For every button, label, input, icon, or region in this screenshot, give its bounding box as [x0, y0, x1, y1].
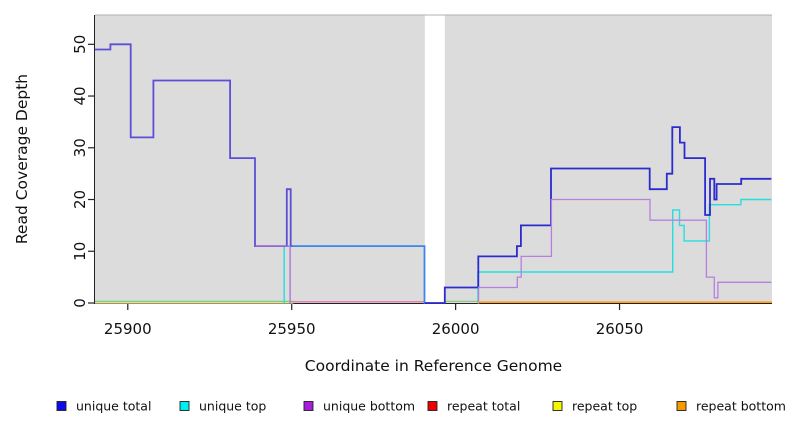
- legend-swatch-repeat-bottom: [676, 401, 687, 411]
- legend-label: unique total: [76, 399, 151, 414]
- y-tick-label: 50: [71, 35, 89, 54]
- y-tick-label: 40: [71, 86, 89, 105]
- legend-swatch-unique-top: [179, 401, 190, 411]
- unique-total-left: [95, 43, 293, 247]
- x-tick-label: 26000: [432, 320, 480, 338]
- legend-swatch-repeat-top: [552, 401, 563, 411]
- unique-top-right: [477, 198, 772, 304]
- unique-total-mid: [292, 245, 426, 304]
- coverage-gap-band: [424, 15, 445, 303]
- legend-swatch-unique-total: [56, 401, 67, 411]
- y-tick-label: 20: [71, 190, 89, 209]
- unique-bottom-left: [255, 245, 291, 304]
- unique-bottom-right: [477, 198, 772, 304]
- y-tick-label: 10: [71, 242, 89, 261]
- y-tick-label: 30: [71, 138, 89, 157]
- legend-label: repeat total: [447, 399, 520, 414]
- legend-label: unique top: [199, 399, 266, 414]
- legend-swatch-unique-bottom: [303, 401, 314, 411]
- legend-label: repeat bottom: [696, 399, 786, 414]
- x-tick-label: 26050: [596, 320, 644, 338]
- x-tick-label: 25900: [104, 320, 152, 338]
- x-axis-title: Coordinate in Reference Genome: [305, 357, 562, 375]
- y-axis-title: Read Coverage Depth: [13, 74, 31, 244]
- legend-label: unique bottom: [323, 399, 415, 414]
- y-tick-label: 0: [71, 298, 89, 308]
- legend-label: repeat top: [572, 399, 637, 414]
- x-tick-label: 25950: [268, 320, 316, 338]
- unique-total-right: [424, 126, 772, 304]
- legend-swatch-repeat-total: [427, 401, 438, 411]
